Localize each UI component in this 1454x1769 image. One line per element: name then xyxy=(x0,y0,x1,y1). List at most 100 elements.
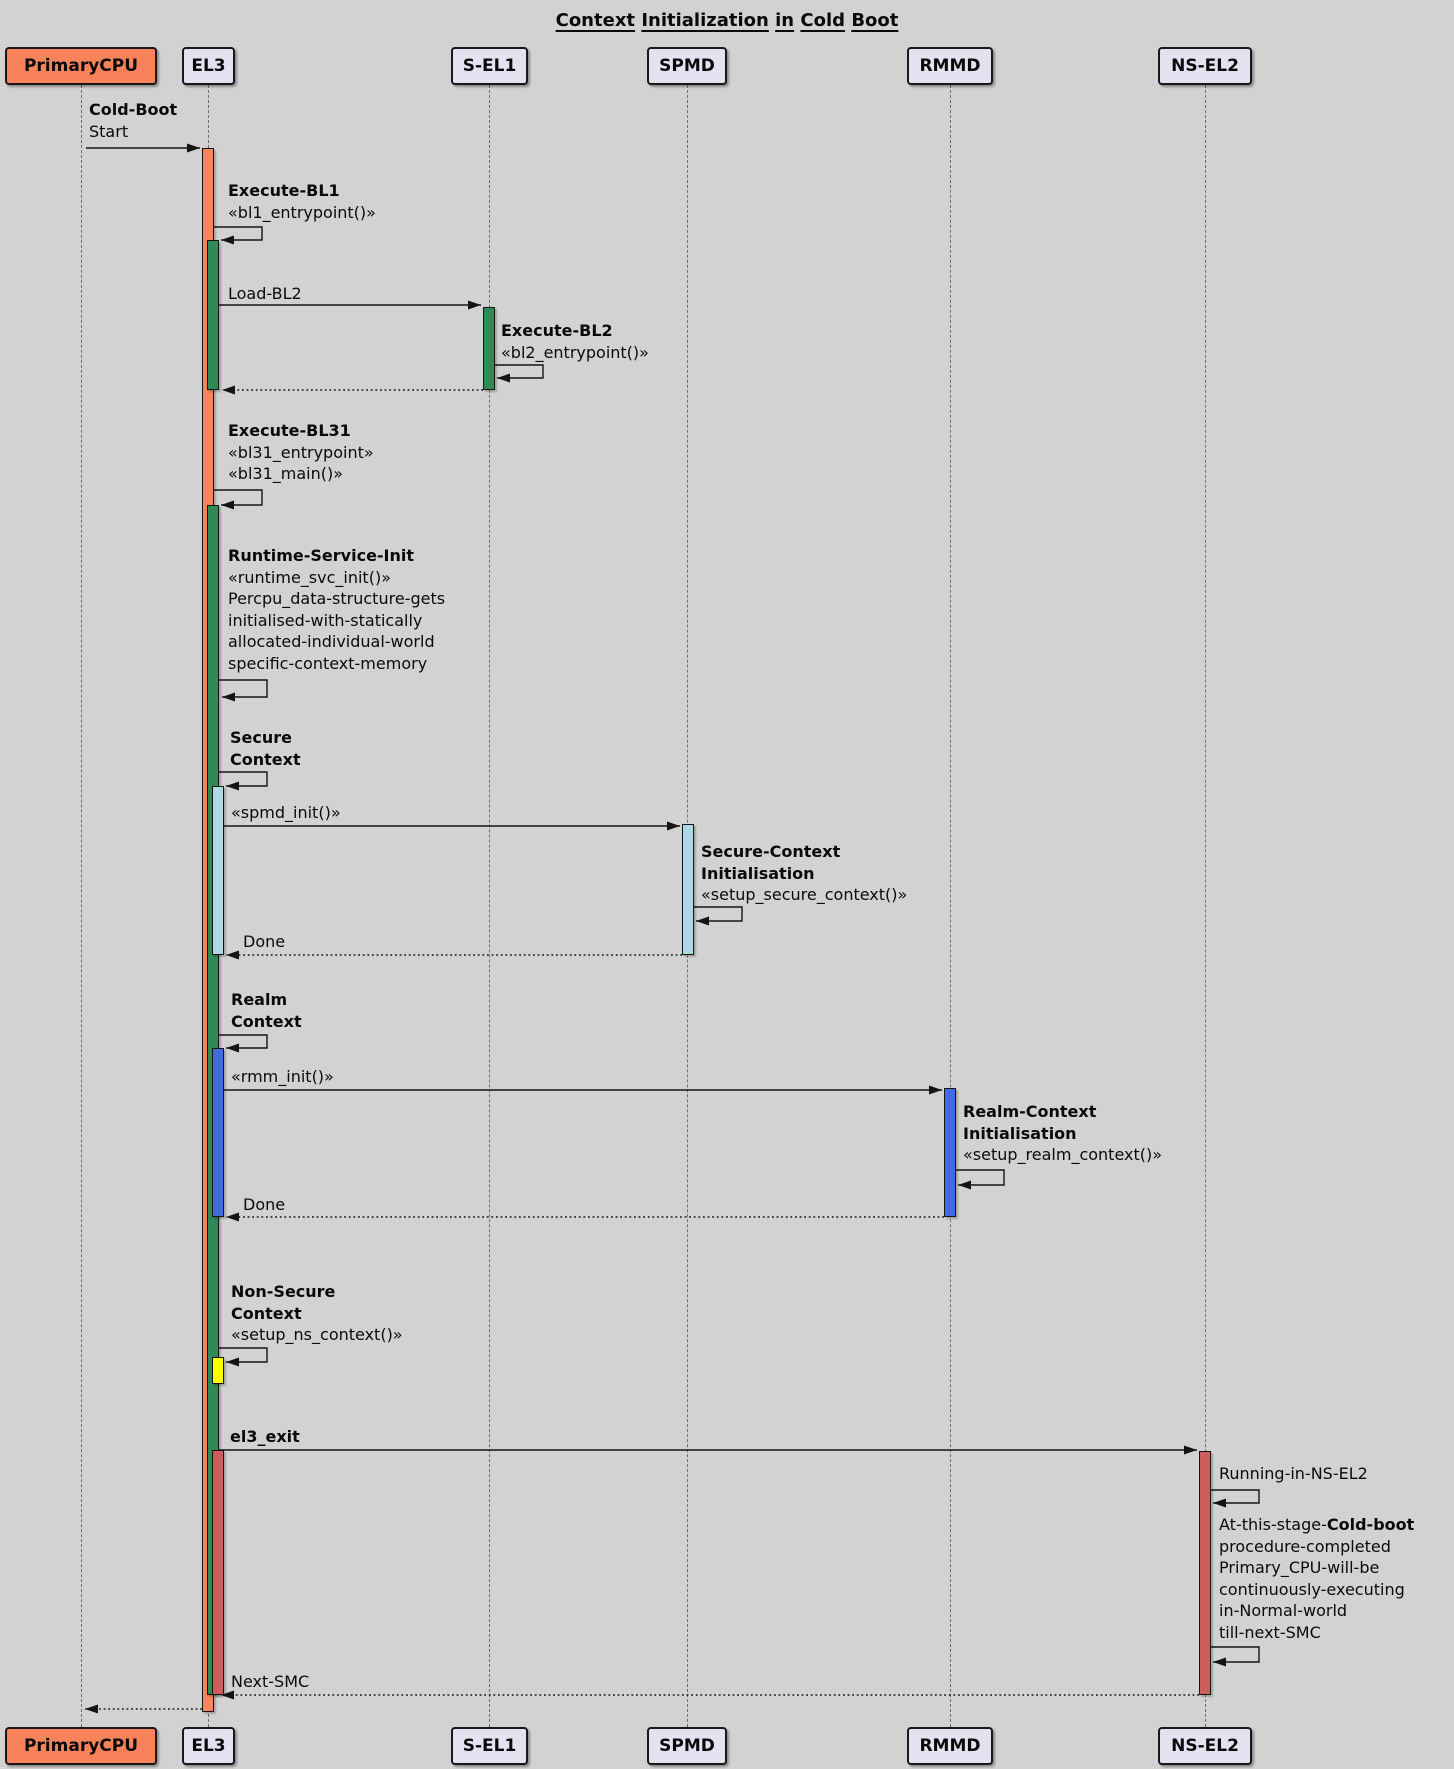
label-realm-context: Realm Context xyxy=(231,989,302,1032)
activation-spmd-init xyxy=(682,824,694,955)
activation-el3-bl1 xyxy=(207,240,219,390)
label-next-smc: Next-SMC xyxy=(231,1671,309,1693)
arrow-self-secure-context-init xyxy=(694,906,743,926)
activation-el3-exit xyxy=(212,1450,224,1695)
label-line: allocated-individual-world xyxy=(228,632,435,651)
participant-bottom-primarycpu: PrimaryCPU xyxy=(5,1727,157,1765)
label-line: Context xyxy=(231,1303,302,1323)
title-word: in xyxy=(775,10,795,31)
label-cold-boot-start: Cold-Boot Start xyxy=(89,99,177,142)
arrow-self-realm-context-init xyxy=(956,1169,1005,1190)
activation-el3-realm-context xyxy=(212,1048,224,1217)
label-secure-context-init: Secure-Context Initialisation «setup_sec… xyxy=(701,841,907,906)
label-line: «bl31_entrypoint» xyxy=(228,442,374,462)
label-execute-bl1: Execute-BL1 «bl1_entrypoint()» xyxy=(228,180,376,223)
label-line: Done xyxy=(243,932,286,951)
label-line: Running-in-NS-EL2 xyxy=(1219,1464,1368,1483)
arrow-self-execute-bl31 xyxy=(214,489,263,510)
label-line: «spmd_init()» xyxy=(231,803,341,822)
activation-el3-ns-context xyxy=(212,1357,224,1384)
label-line: Execute-BL1 xyxy=(228,181,340,200)
label-spmd-init: «spmd_init()» xyxy=(231,802,341,824)
label-runtime-service-init: Runtime-Service-Init «runtime_svc_init()… xyxy=(228,545,445,674)
title-word: Boot xyxy=(851,10,899,31)
label-ns-context: Non-Secure Context «setup_ns_context()» xyxy=(231,1281,403,1346)
label-line: till-next-SMC xyxy=(1219,1622,1321,1642)
label-done-realm: Done xyxy=(243,1194,285,1216)
label-line: continuously-executing xyxy=(1219,1579,1405,1599)
activation-rmmd-init xyxy=(944,1088,956,1217)
arrow-self-cold-boot-complete xyxy=(1211,1646,1260,1667)
label-load-bl2: Load-BL2 xyxy=(228,283,302,305)
label-line: «bl31_main()» xyxy=(228,464,343,483)
label-done-secure: Done xyxy=(243,931,285,953)
participant-bottom-ns-el2: NS-EL2 xyxy=(1158,1727,1252,1765)
participant-bottom-s-el1: S-EL1 xyxy=(451,1727,528,1765)
label-line-part: Cold-boot xyxy=(1326,1515,1415,1534)
participant-top-s-el1: S-EL1 xyxy=(451,47,528,85)
arrow-self-ns-context xyxy=(219,1347,268,1367)
label-line: Execute-BL31 xyxy=(228,421,351,440)
label-execute-bl31: Execute-BL31 «bl31_entrypoint» «bl31_mai… xyxy=(228,420,374,485)
diagram-title: Context Initialization in Cold Boot xyxy=(0,10,1454,31)
label-line: «setup_realm_context()» xyxy=(963,1145,1163,1164)
label-cold-boot-complete: At-this-stage-Cold-boot procedure-comple… xyxy=(1219,1514,1414,1643)
label-line: Non-Secure xyxy=(231,1282,336,1301)
label-el3-exit: el3_exit xyxy=(230,1426,300,1448)
participant-top-ns-el2: NS-EL2 xyxy=(1158,47,1252,85)
label-line: Execute-BL2 xyxy=(501,321,613,340)
participant-bottom-spmd: SPMD xyxy=(647,1727,727,1765)
arrow-self-secure-context xyxy=(219,771,268,791)
title-word: Context xyxy=(555,10,636,31)
label-execute-bl2: Execute-BL2 «bl2_entrypoint()» xyxy=(501,320,649,363)
label-line: el3_exit xyxy=(230,1427,300,1446)
label-line: Percpu_data-structure-gets xyxy=(228,589,446,608)
label-line: specific-context-memory xyxy=(228,653,428,673)
label-line: Done xyxy=(243,1195,286,1214)
label-line: «rmm_init()» xyxy=(231,1067,334,1086)
label-line: Realm xyxy=(231,990,288,1009)
label-line: «runtime_svc_init()» xyxy=(228,567,391,587)
label-line: Realm-Context xyxy=(963,1102,1097,1121)
label-realm-context-init: Realm-Context Initialisation «setup_real… xyxy=(963,1101,1162,1166)
label-rmm-init: «rmm_init()» xyxy=(231,1066,334,1088)
label-line: Context xyxy=(230,749,301,769)
label-line-part: At-this-stage- xyxy=(1219,1515,1327,1534)
lifeline-ns-el2 xyxy=(1205,85,1206,1727)
arrow-self-execute-bl1 xyxy=(214,226,263,245)
participant-top-primarycpu: PrimaryCPU xyxy=(5,47,157,85)
lifeline-primarycpu xyxy=(81,85,82,1727)
label-line: Next-SMC xyxy=(231,1672,310,1691)
arrow-self-running-ns-el2 xyxy=(1211,1489,1260,1508)
label-line: Initialisation xyxy=(701,863,815,883)
activation-s-el1-bl2 xyxy=(483,307,495,390)
label-line: Cold-Boot xyxy=(89,100,178,119)
label-line: Secure-Context xyxy=(701,842,841,861)
label-line: in-Normal-world xyxy=(1219,1601,1348,1620)
label-line: Load-BL2 xyxy=(228,284,302,303)
label-line: Primary_CPU-will-be xyxy=(1219,1558,1380,1577)
lifeline-rmmd xyxy=(950,85,951,1727)
activation-ns-el2-running xyxy=(1199,1451,1211,1695)
participant-bottom-el3: EL3 xyxy=(182,1727,235,1765)
label-line: «bl1_entrypoint()» xyxy=(228,202,376,222)
arrow-self-realm-context xyxy=(219,1034,268,1053)
label-line: Runtime-Service-Init xyxy=(228,546,415,565)
title-word: Cold xyxy=(800,10,846,31)
arrow-self-runtime-service-init xyxy=(219,679,268,702)
label-line: procedure-completed xyxy=(1219,1536,1391,1556)
arrow-self-execute-bl2 xyxy=(495,364,544,383)
title-word: Initialization xyxy=(641,10,769,31)
label-line: «bl2_entrypoint()» xyxy=(501,342,649,362)
label-line: initialised-with-statically xyxy=(228,610,423,630)
lifeline-s-el1 xyxy=(489,85,490,1727)
label-line: Context xyxy=(231,1011,302,1031)
participant-bottom-rmmd: RMMD xyxy=(907,1727,993,1765)
label-running-ns-el2: Running-in-NS-EL2 xyxy=(1219,1463,1368,1485)
label-line: «setup_secure_context()» xyxy=(701,885,908,904)
participant-top-spmd: SPMD xyxy=(647,47,727,85)
label-line: Secure xyxy=(230,728,292,747)
label-line: Initialisation xyxy=(963,1123,1077,1143)
participant-top-el3: EL3 xyxy=(182,47,235,85)
